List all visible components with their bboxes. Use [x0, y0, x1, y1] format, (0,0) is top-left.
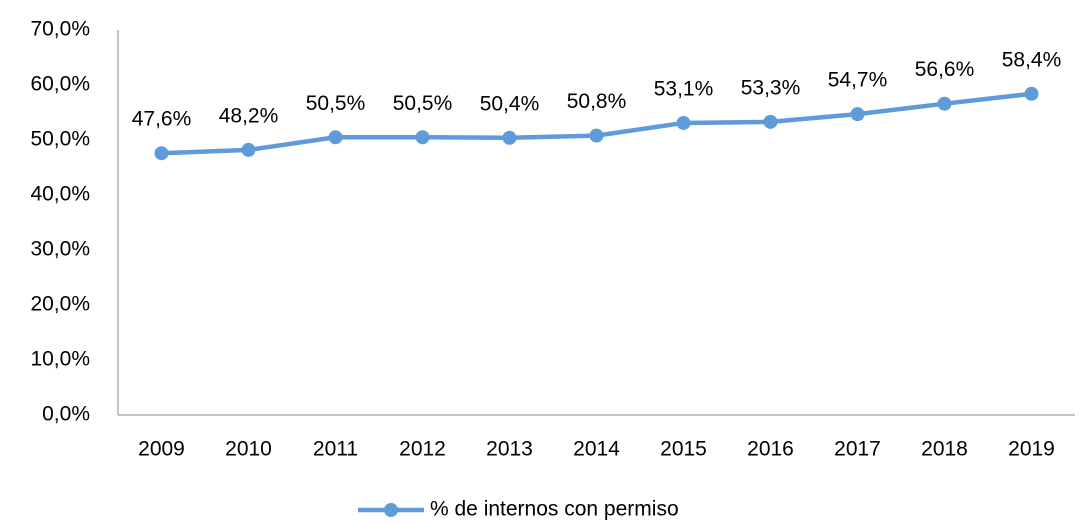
x-tick-label: 2019: [1008, 438, 1055, 461]
x-tick-label: 2015: [660, 438, 707, 461]
y-tick-label: 60,0%: [30, 73, 90, 96]
y-tick-label: 30,0%: [30, 238, 90, 261]
data-label: 58,4%: [1002, 48, 1062, 71]
point-marker: [937, 96, 952, 111]
data-label: 50,4%: [480, 92, 540, 115]
data-label: 47,6%: [132, 108, 192, 131]
x-tick-label: 2018: [921, 438, 968, 461]
data-label: 54,7%: [828, 69, 888, 92]
point-marker: [154, 146, 169, 161]
legend-marker: [384, 503, 398, 517]
point-marker: [241, 142, 256, 157]
y-tick-label: 0,0%: [42, 403, 90, 426]
x-tick-label: 2010: [225, 438, 272, 461]
point-marker: [850, 107, 865, 122]
point-marker: [763, 114, 778, 129]
data-label: 53,3%: [741, 76, 801, 99]
x-tick-label: 2011: [313, 438, 358, 461]
point-marker: [415, 130, 430, 145]
x-tick-label: 2009: [138, 438, 185, 461]
x-tick-label: 2017: [834, 438, 881, 461]
y-tick-label: 50,0%: [30, 128, 90, 151]
x-tick-label: 2014: [573, 438, 620, 461]
data-label: 48,2%: [219, 104, 279, 127]
data-label: 50,8%: [567, 90, 627, 113]
point-marker: [502, 130, 517, 145]
x-tick-label: 2012: [399, 438, 446, 461]
y-tick-label: 70,0%: [30, 18, 90, 41]
data-label: 50,5%: [306, 92, 366, 115]
x-tick-label: 2013: [486, 438, 533, 461]
point-marker: [676, 115, 691, 130]
y-tick-label: 10,0%: [30, 348, 90, 371]
y-tick-label: 40,0%: [30, 183, 90, 206]
data-label: 50,5%: [393, 92, 453, 115]
point-marker: [589, 128, 604, 143]
data-label: 56,6%: [915, 58, 975, 81]
legend-label: % de internos con permiso: [430, 498, 679, 521]
data-label: 53,1%: [654, 77, 714, 100]
y-tick-label: 20,0%: [30, 293, 90, 316]
x-tick-label: 2016: [747, 438, 794, 461]
point-marker: [1024, 86, 1039, 101]
point-marker: [328, 130, 343, 145]
